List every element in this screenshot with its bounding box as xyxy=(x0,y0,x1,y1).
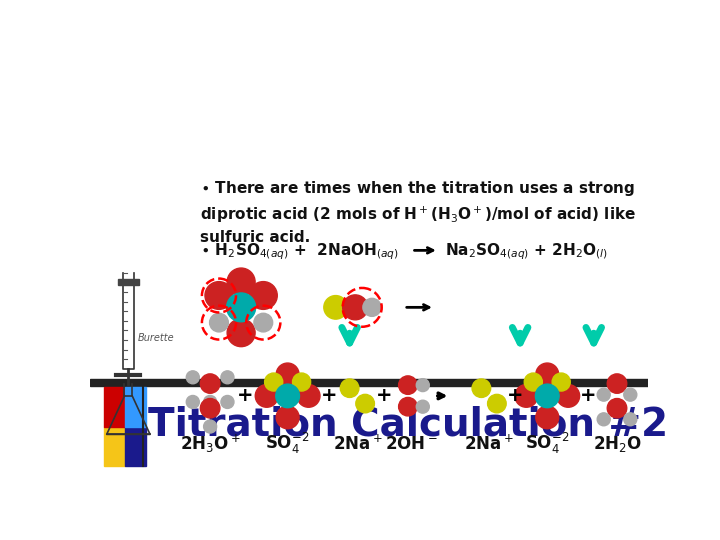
Circle shape xyxy=(186,395,199,408)
Circle shape xyxy=(276,363,299,386)
Text: Titration Calculation #2: Titration Calculation #2 xyxy=(148,406,668,443)
Circle shape xyxy=(607,374,627,393)
Text: SO$_4^{-2}$: SO$_4^{-2}$ xyxy=(525,431,570,456)
Circle shape xyxy=(249,281,277,309)
Circle shape xyxy=(597,413,611,426)
Circle shape xyxy=(416,400,429,413)
Circle shape xyxy=(356,394,374,413)
Text: $\bullet$ There are times when the titration uses a strong
diprotic acid (2 mols: $\bullet$ There are times when the titra… xyxy=(200,179,636,245)
Circle shape xyxy=(227,293,256,322)
Text: $\bullet$ H$_2$SO$_{4(aq)}$ +  2NaOH$_{(aq)}$: $\bullet$ H$_2$SO$_{4(aq)}$ + 2NaOH$_{(a… xyxy=(200,242,399,262)
Circle shape xyxy=(536,384,559,408)
Circle shape xyxy=(227,319,255,347)
Circle shape xyxy=(200,399,220,418)
Circle shape xyxy=(363,298,381,316)
Circle shape xyxy=(597,388,611,401)
Circle shape xyxy=(607,399,627,418)
Circle shape xyxy=(472,379,490,397)
Circle shape xyxy=(487,394,506,413)
Circle shape xyxy=(200,374,220,393)
Circle shape xyxy=(297,384,320,407)
Circle shape xyxy=(221,395,234,408)
Circle shape xyxy=(524,373,542,391)
Circle shape xyxy=(552,373,570,391)
Text: SO$_4^{-2}$: SO$_4^{-2}$ xyxy=(266,431,310,456)
Text: 2Na$^+$: 2Na$^+$ xyxy=(464,434,514,453)
Text: 2OH$^-$: 2OH$^-$ xyxy=(385,435,438,453)
Circle shape xyxy=(227,268,255,296)
Bar xyxy=(118,279,139,285)
Circle shape xyxy=(399,397,417,416)
Bar xyxy=(125,427,146,466)
Bar xyxy=(104,427,125,466)
Circle shape xyxy=(204,395,217,408)
Circle shape xyxy=(205,281,233,309)
Circle shape xyxy=(324,295,348,319)
Text: Burette: Burette xyxy=(138,333,174,343)
Circle shape xyxy=(416,379,429,392)
Circle shape xyxy=(341,379,359,397)
Circle shape xyxy=(399,376,417,394)
Bar xyxy=(104,387,125,427)
Circle shape xyxy=(536,406,559,429)
Text: 2H$_2$O: 2H$_2$O xyxy=(593,434,642,454)
Circle shape xyxy=(254,313,273,332)
Text: +: + xyxy=(580,387,597,406)
Text: +: + xyxy=(237,387,253,406)
Circle shape xyxy=(536,363,559,386)
Circle shape xyxy=(204,420,217,433)
Circle shape xyxy=(624,388,636,401)
Circle shape xyxy=(292,373,310,391)
Text: 2Na$^+$: 2Na$^+$ xyxy=(333,434,382,453)
Text: +: + xyxy=(506,387,523,406)
Circle shape xyxy=(210,313,228,332)
Text: +: + xyxy=(320,387,337,406)
Circle shape xyxy=(515,384,538,407)
Circle shape xyxy=(276,406,299,429)
Circle shape xyxy=(221,371,234,384)
Circle shape xyxy=(276,384,300,408)
Text: +: + xyxy=(377,387,392,406)
Circle shape xyxy=(256,384,278,407)
Text: 2H$_3$O$^+$: 2H$_3$O$^+$ xyxy=(180,433,240,455)
Circle shape xyxy=(557,384,580,407)
Bar xyxy=(125,387,146,427)
Circle shape xyxy=(265,373,283,391)
Bar xyxy=(90,379,648,386)
Circle shape xyxy=(624,413,636,426)
Circle shape xyxy=(343,295,368,320)
Text: Na$_2$SO$_{4(aq)}$ + 2H$_2$O$_{(l)}$: Na$_2$SO$_{4(aq)}$ + 2H$_2$O$_{(l)}$ xyxy=(445,242,608,262)
Circle shape xyxy=(186,371,199,384)
